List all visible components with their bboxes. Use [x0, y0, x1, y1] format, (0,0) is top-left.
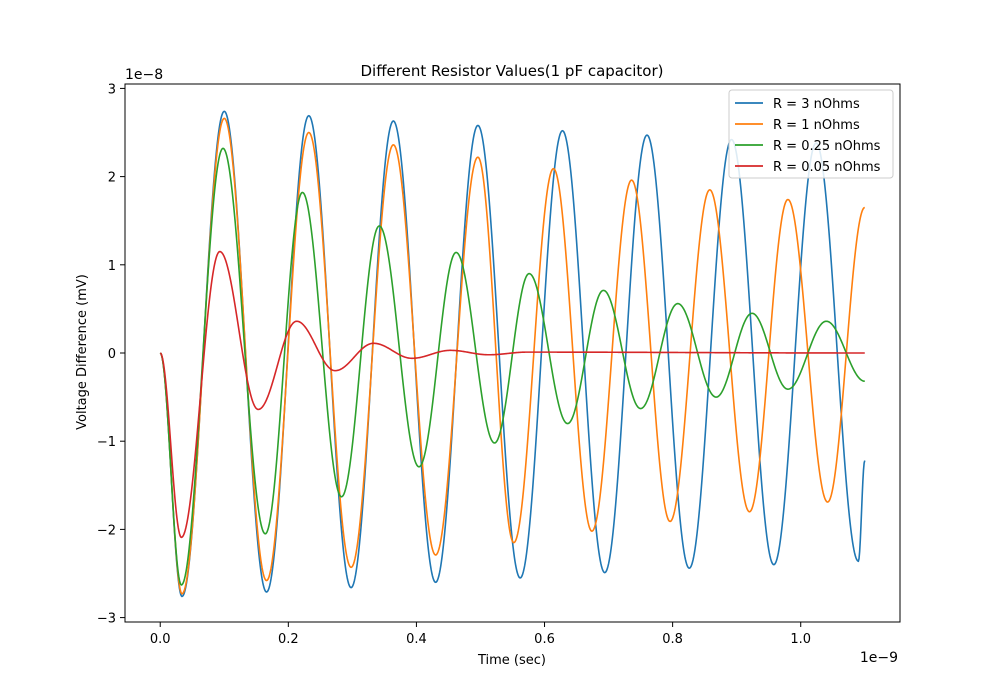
series-line-3	[159, 250, 865, 539]
x-tick-label: 0.4	[406, 632, 427, 647]
y-tick-label: 0	[108, 347, 116, 362]
x-tick-label: 1.0	[790, 632, 811, 647]
y-axis-label: Voltage Difference (mV)	[75, 274, 90, 430]
y-tick-label: 2	[108, 171, 116, 186]
series-line-1	[159, 117, 866, 595]
y-tick-label: 1	[108, 259, 116, 274]
y-tick-label: 3	[108, 82, 116, 97]
x-axis-label: Time (sec)	[477, 653, 546, 668]
y-tick-label: −2	[97, 523, 116, 538]
legend-label: R = 0.25 nOhms	[773, 139, 881, 154]
x-offset-label: 1e−9	[860, 650, 898, 666]
legend-label: R = 0.05 nOhms	[773, 160, 881, 175]
legend: R = 3 nOhms R = 1 nOhms R = 0.25 nOhms R = …	[728, 89, 894, 179]
y-tick-label: −3	[97, 612, 116, 627]
legend-label: R = 1 nOhms	[773, 118, 860, 133]
series-layer	[159, 110, 866, 598]
y-tick-label: −1	[97, 435, 116, 450]
chart-title: Different Resistor Values(1 pF capacitor…	[360, 62, 663, 80]
x-tick-label: 0.0	[150, 632, 171, 647]
legend-label: R = 3 nOhms	[773, 97, 860, 112]
x-tick-label: 0.6	[534, 632, 555, 647]
x-tick-label: 0.8	[662, 632, 683, 647]
y-offset-label: 1e−8	[125, 67, 163, 83]
plot-frame	[124, 83, 901, 623]
x-tick-label: 0.2	[278, 632, 299, 647]
tick-layer: 0.0 0.2 0.4 0.6 0.8 1.0 −3 −2 −1 0 1 2 3	[97, 82, 811, 647]
legend-box	[728, 89, 894, 179]
